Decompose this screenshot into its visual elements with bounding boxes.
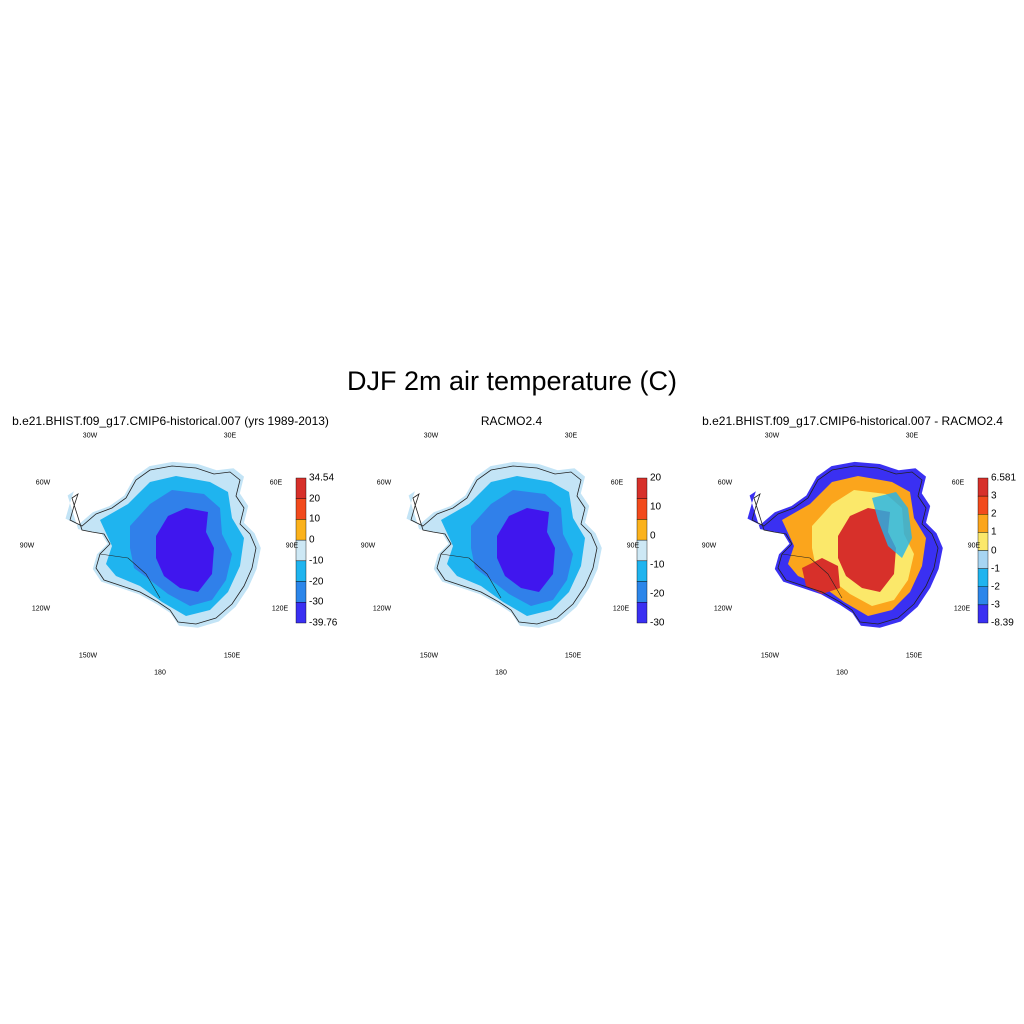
colorbar-segment [977,604,989,624]
longitude-label: 90E [285,542,299,550]
longitude-label: 150E [905,652,923,660]
longitude-label: 120E [271,605,289,613]
coastline [751,465,939,625]
colorbar-label: -20 [650,588,665,600]
figure-title: DJF 2m air temperature (C) [346,366,678,396]
colorbar-segment [295,560,307,582]
colorbar-label: -3 [991,599,1000,611]
colorbar-segment [636,498,648,520]
longitude-label: 120W [713,605,733,613]
colorbar-label: 0 [991,545,997,556]
antarctica-map [406,461,648,628]
longitude-label: 120E [953,605,971,613]
longitude-label: 150W [419,652,439,660]
colorbar-label: 1 [991,526,997,538]
panel-title: b.e21.BHIST.f09_g17.CMIP6-historical.007… [702,414,1003,428]
longitude-label: 30W [82,432,98,440]
longitude-label: 30W [423,432,439,440]
colorbar-label: 10 [309,513,321,525]
temperature-region-ross [802,558,840,594]
colorbar-segment [295,602,307,624]
colorbar-label: 10 [650,501,662,513]
longitude-label: 90E [626,542,640,550]
colorbar-label: 20 [650,472,662,484]
coastline [410,465,598,625]
panel-title: RACMO2.4 [480,414,543,428]
antarctica-map [65,461,307,628]
colorbar-label: -30 [309,596,324,608]
colorbar-label: 0 [309,534,315,546]
colorbar-segment [977,477,989,497]
temperature-region-core [497,508,555,592]
colorbar-segment [295,498,307,520]
antarctica-map [747,461,989,628]
colorbar-segment [977,586,989,606]
colorbar-segment [295,581,307,603]
coastline [69,465,257,625]
temperature-region-accent [872,492,912,558]
longitude-label: 60E [269,479,283,487]
colorbar-segment [636,602,648,624]
longitude-label: 90W [701,542,717,550]
longitude-label: 150E [564,652,582,660]
panel-title: b.e21.BHIST.f09_g17.CMIP6-historical.007… [12,414,329,428]
colorbar-label: -2 [991,581,1000,593]
colorbar-segment [977,550,989,569]
longitude-label: 60E [951,479,965,487]
colorbar-label: -20 [309,576,324,588]
colorbar-segment [977,495,989,515]
colorbar-segment [636,519,648,541]
colorbar-segment [636,560,648,582]
longitude-label: 30E [564,432,578,440]
colorbar-segment [977,514,989,533]
longitude-label: 180 [495,669,507,677]
longitude-label: 150W [760,652,780,660]
colorbar-label: 6.581 [991,472,1017,484]
ice-shelf-line [99,553,161,599]
colorbar-label: -1 [991,563,1000,575]
panel-racmo: RACMO2.4 30W 30E 60W 60E 90W 90E 120W 120E 150W 1… [341,408,682,688]
longitude-label: 90W [360,542,376,550]
longitude-label: 120E [612,605,630,613]
longitude-label: 90E [967,542,981,550]
longitude-label: 60W [717,479,733,487]
longitude-label: 150E [223,652,241,660]
colorbar-label: -30 [650,617,665,629]
panel-model: b.e21.BHIST.f09_g17.CMIP6-historical.007… [0,408,341,688]
colorbar-label: 34.54 [309,472,335,484]
colorbar-label: -10 [309,555,324,567]
colorbar-segment [977,568,989,587]
longitude-label: 120W [372,605,392,613]
temperature-region-core [156,508,214,592]
ice-shelf-line [440,553,502,599]
longitude-label: 30E [223,432,237,440]
longitude-label: 180 [154,669,166,677]
longitude-label: 30W [764,432,780,440]
colorbar-label: 3 [991,490,997,502]
longitude-label: 180 [836,669,848,677]
longitude-label: 60W [35,479,51,487]
colorbar-label: -10 [650,559,665,571]
colorbar-label: -39.76 [309,617,338,629]
longitude-label: 60W [376,479,392,487]
colorbar-segment [295,519,307,541]
colorbar-segment [295,477,307,499]
panel-difference: b.e21.BHIST.f09_g17.CMIP6-historical.007… [682,408,1023,688]
longitude-label: 60E [610,479,624,487]
longitude-label: 150W [78,652,98,660]
longitude-label: 30E [905,432,919,440]
colorbar-label: 0 [650,530,656,542]
colorbar-label: 20 [309,493,321,505]
longitude-label: 90W [19,542,35,550]
longitude-label: 120W [31,605,51,613]
colorbar-segment [636,477,648,499]
colorbar-segment [636,581,648,603]
ice-shelf-line [781,553,843,599]
colorbar-label: 2 [991,508,997,520]
colorbar-label: -8.39 [991,617,1014,629]
